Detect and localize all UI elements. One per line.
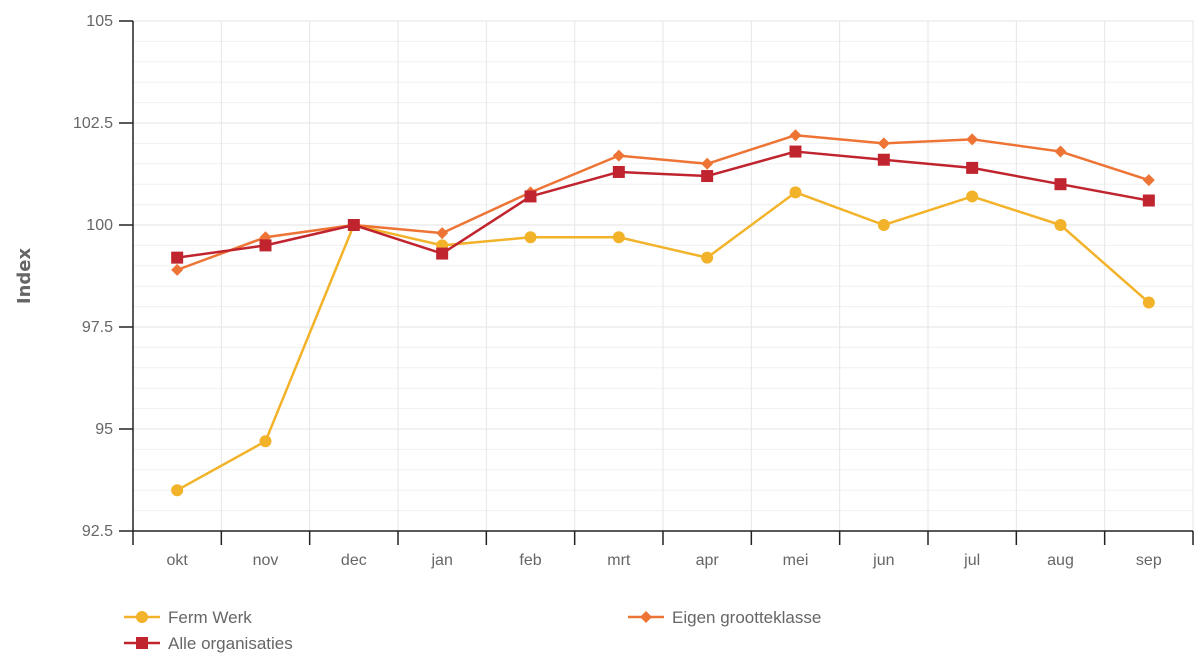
- data-point-eigen-grootteklasse: [171, 263, 184, 276]
- data-point-eigen-grootteklasse: [1142, 174, 1155, 187]
- data-point-ferm-werk: [524, 231, 537, 244]
- y-tick-label: 95: [95, 421, 113, 438]
- data-point-alle-organisaties: [347, 219, 360, 231]
- legend-label-ferm-werk: Ferm Werk: [168, 608, 252, 627]
- legend-item-alle-organisaties[interactable]: Alle organisaties: [124, 634, 293, 653]
- y-tick-label: 102.5: [73, 115, 113, 132]
- major-gridlines: [132, 20, 1194, 532]
- x-tick-labels: okt nov dec jan feb mrt apr mei jun jul aug sep: [166, 552, 1161, 569]
- data-point-alle-organisaties: [436, 247, 449, 260]
- legend-label-alle-organisaties: Alle organisaties: [168, 634, 293, 653]
- data-point-ferm-werk: [1142, 296, 1155, 309]
- data-point-ferm-werk: [966, 190, 979, 203]
- data-point-ferm-werk: [612, 231, 625, 244]
- data-point-alle-organisaties: [701, 170, 714, 183]
- x-tick-label: apr: [696, 552, 720, 569]
- data-point-alle-organisaties: [171, 251, 184, 264]
- data-point-ferm-werk: [877, 219, 890, 231]
- series-alle-organisaties: [171, 145, 1155, 264]
- data-point-eigen-grootteklasse: [877, 137, 890, 150]
- legend-item-ferm-werk[interactable]: Ferm Werk: [124, 608, 252, 627]
- data-point-alle-organisaties: [524, 190, 537, 203]
- data-point-eigen-grootteklasse: [436, 227, 449, 240]
- legend-marker-ferm-werk: [136, 611, 148, 623]
- series-ferm-werk: [171, 186, 1155, 497]
- data-point-eigen-grootteklasse: [789, 129, 802, 142]
- data-point-ferm-werk: [171, 484, 184, 497]
- y-tick-labels: 92.5 95 97.5 100 102.5 105: [73, 13, 113, 540]
- data-point-alle-organisaties: [259, 239, 272, 252]
- x-tick-label: mei: [783, 552, 809, 569]
- series-line-ferm-werk: [176, 191, 1150, 492]
- data-point-alle-organisaties: [612, 165, 625, 178]
- data-point-alle-organisaties: [1054, 178, 1067, 191]
- legend-label-eigen-grootteklasse: Eigen grootteklasse: [672, 608, 821, 627]
- series-layer: [171, 129, 1155, 497]
- data-point-eigen-grootteklasse: [612, 149, 625, 162]
- legend-marker-alle-organisaties: [136, 637, 148, 649]
- x-tick-label: sep: [1136, 552, 1162, 569]
- data-point-ferm-werk: [789, 186, 802, 199]
- y-tick-label: 97.5: [82, 319, 113, 336]
- data-point-ferm-werk: [1054, 219, 1067, 231]
- data-point-eigen-grootteklasse: [1054, 145, 1067, 158]
- data-point-alle-organisaties: [1142, 194, 1155, 207]
- x-tick-label: feb: [519, 552, 541, 569]
- legend-marker-eigen-grootteklasse: [640, 611, 652, 623]
- y-axis-title: Index: [14, 248, 35, 305]
- axes: [119, 20, 1194, 545]
- x-tick-label: jan: [430, 552, 452, 569]
- legend-item-eigen-grootteklasse[interactable]: Eigen grootteklasse: [628, 608, 821, 627]
- data-point-ferm-werk: [259, 435, 272, 448]
- data-point-eigen-grootteklasse: [701, 157, 714, 170]
- x-tick-label: mrt: [607, 552, 631, 569]
- x-tick-label: jul: [963, 552, 980, 569]
- x-tick-label: jun: [872, 552, 894, 569]
- series-line-eigen-grootteklasse: [176, 133, 1150, 272]
- x-tick-label: okt: [166, 552, 188, 569]
- x-tick-label: dec: [341, 552, 367, 569]
- data-point-alle-organisaties: [966, 161, 979, 174]
- y-tick-label: 105: [86, 13, 113, 30]
- data-point-alle-organisaties: [877, 153, 890, 166]
- data-point-ferm-werk: [701, 251, 714, 264]
- data-point-eigen-grootteklasse: [966, 133, 979, 146]
- series-line-alle-organisaties: [176, 150, 1150, 259]
- y-tick-label: 100: [86, 217, 113, 234]
- y-tick-label: 92.5: [82, 523, 113, 540]
- data-point-alle-organisaties: [789, 145, 802, 158]
- legend[interactable]: Ferm Werk Alle organisaties Eigen groottek…: [124, 608, 821, 653]
- x-tick-label: nov: [253, 552, 279, 569]
- x-tick-label: aug: [1047, 552, 1074, 569]
